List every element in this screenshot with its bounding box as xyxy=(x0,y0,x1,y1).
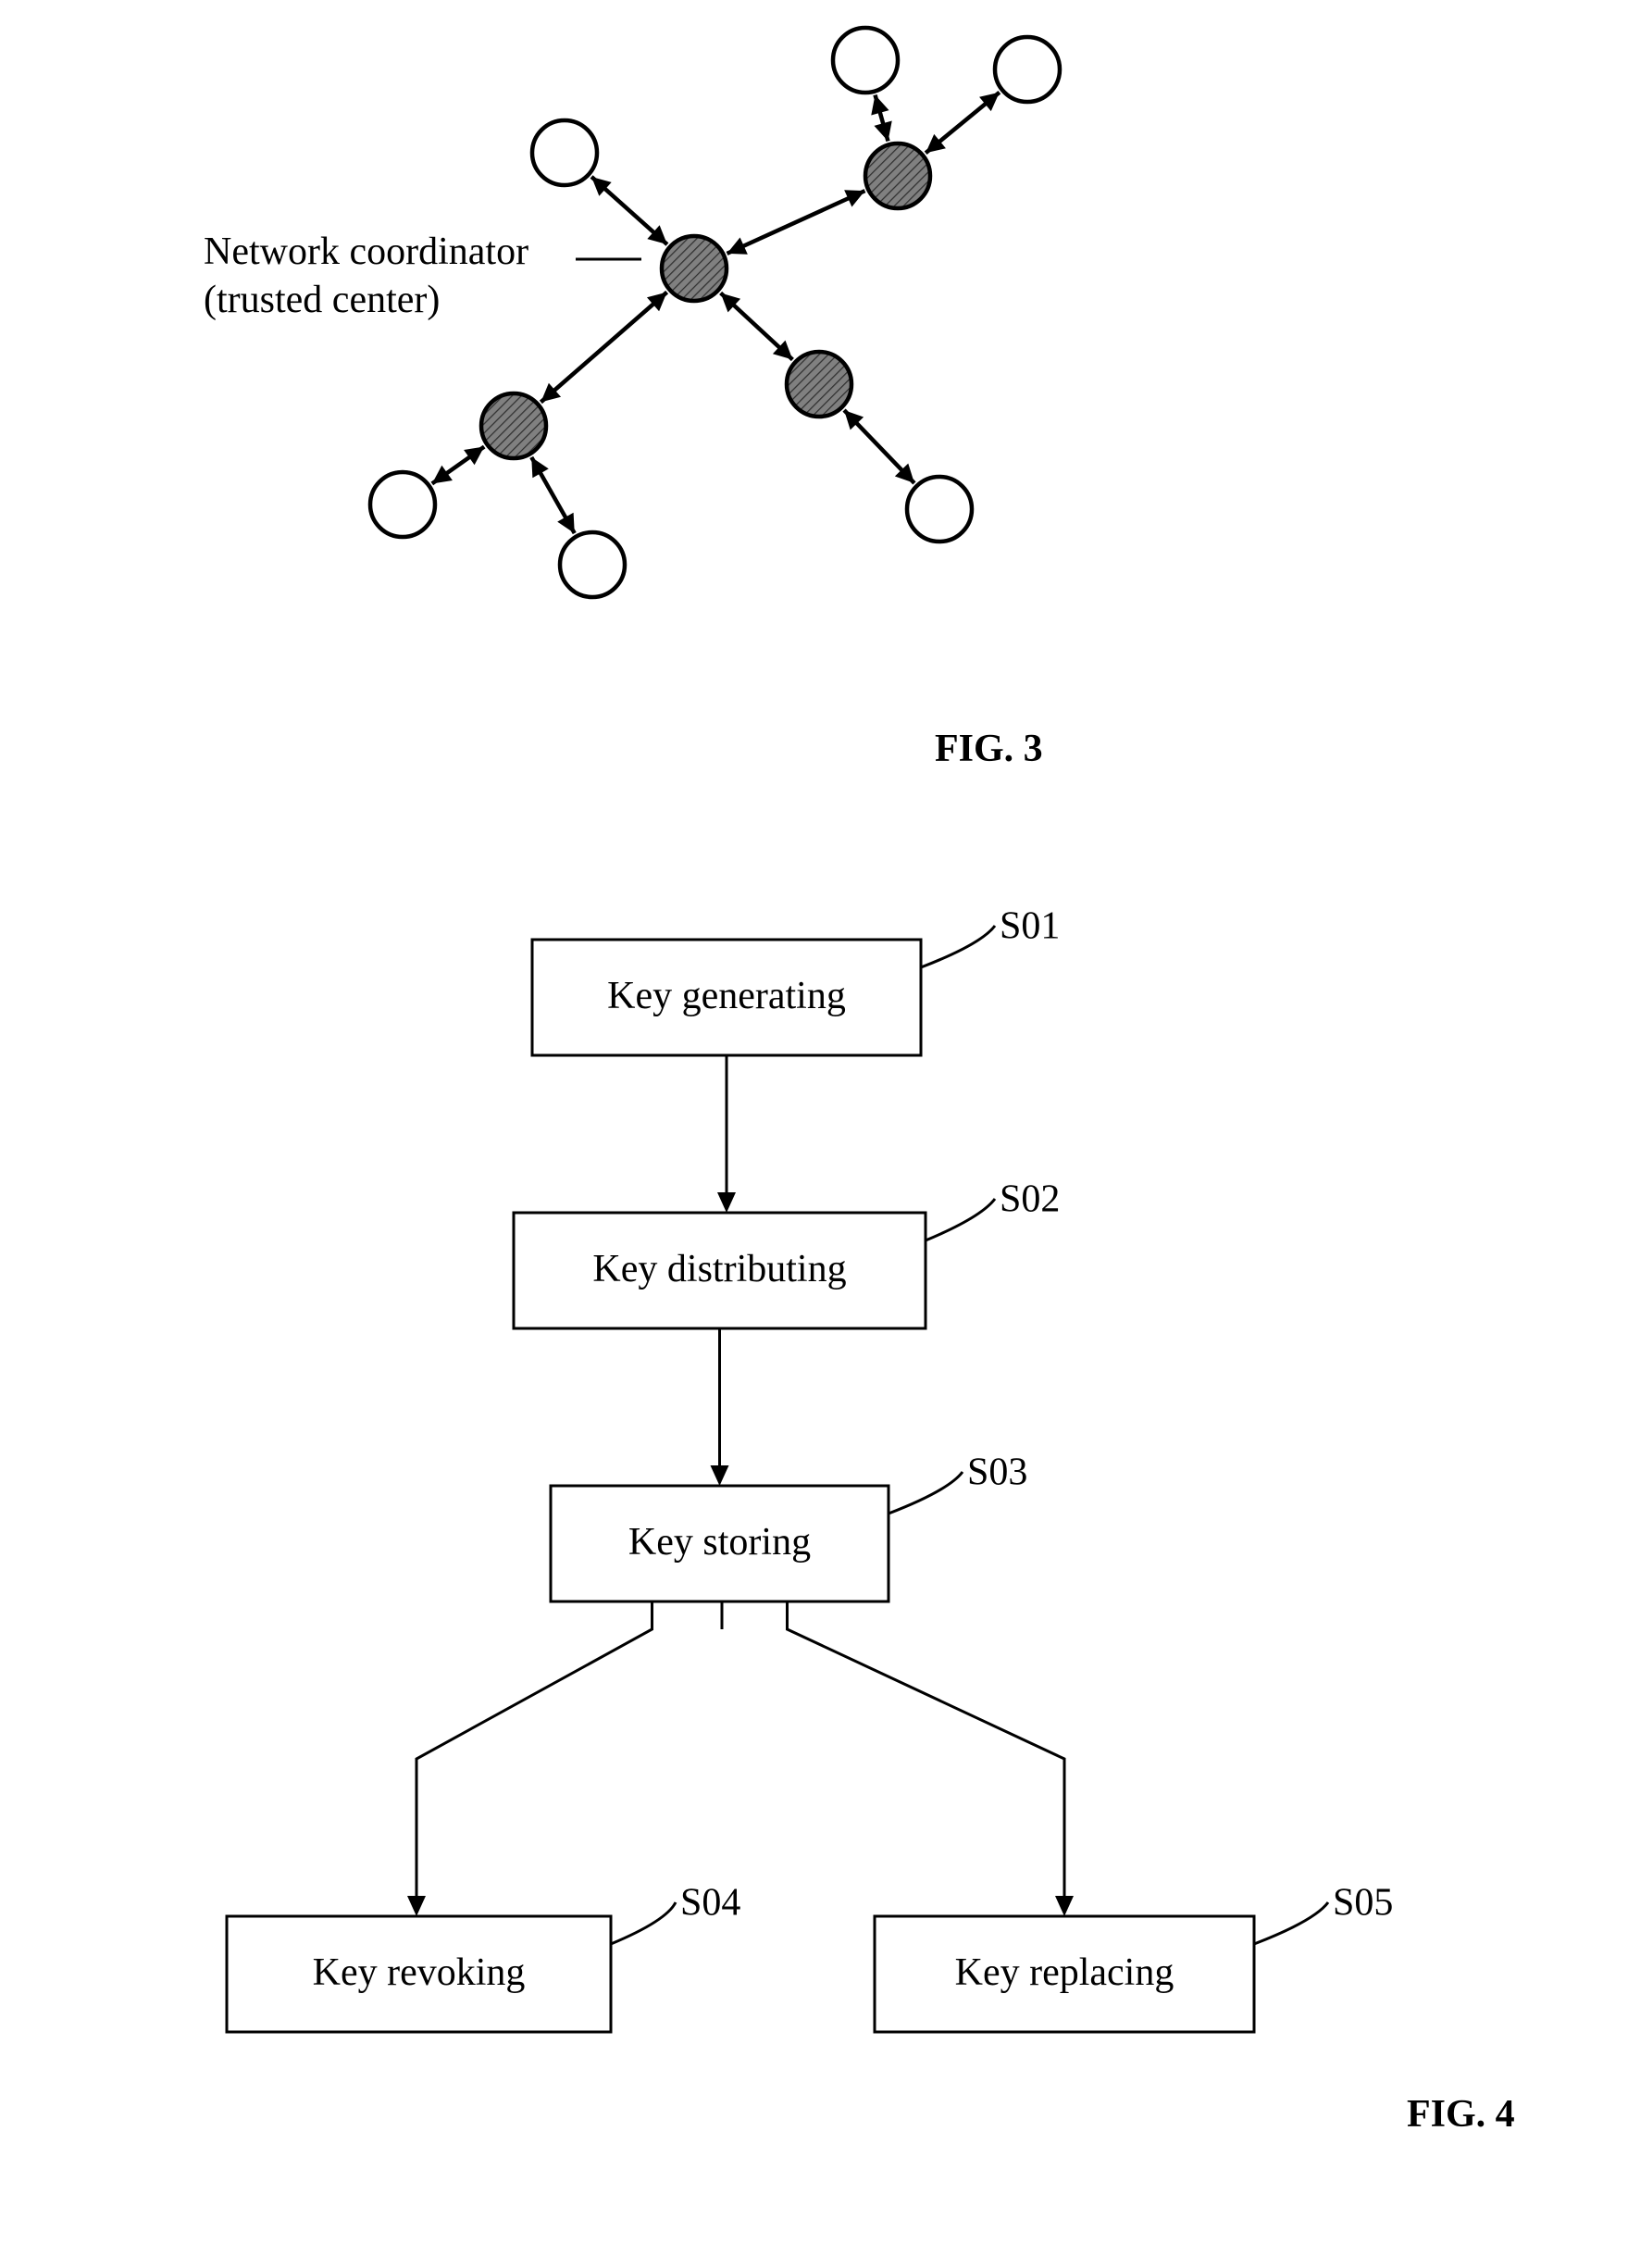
step-label-s04: S04 xyxy=(680,1882,740,1925)
flow-box-text-s02: Key distributing xyxy=(592,1248,846,1290)
step-label-s02: S02 xyxy=(1000,1178,1060,1221)
step-label-s03: S03 xyxy=(967,1452,1027,1494)
network-node-endpoint xyxy=(370,472,435,537)
network-node-router xyxy=(662,236,727,301)
network-node-router xyxy=(481,393,546,458)
network-node-endpoint xyxy=(532,120,597,185)
flow-box-text-s01: Key generating xyxy=(607,975,846,1017)
fig3-caption: FIG. 3 xyxy=(935,727,1043,771)
label-leader xyxy=(921,926,995,967)
label-leader xyxy=(926,1199,995,1240)
network-node-endpoint xyxy=(833,28,898,93)
flow-box-text-s04: Key revoking xyxy=(313,1951,526,1994)
network-node-endpoint xyxy=(560,532,625,597)
page: Network coordinator (trusted center) FIG… xyxy=(0,0,1628,2266)
flow-box-text-s05: Key replacing xyxy=(955,1951,1174,1994)
label-leader xyxy=(889,1472,963,1514)
network-node-router xyxy=(865,143,930,208)
fig4-caption: FIG. 4 xyxy=(1407,2092,1515,2137)
fig4-svg: Key generating S01 Key distributing S02 Key … xyxy=(0,787,1628,2268)
network-node-endpoint xyxy=(995,37,1060,102)
fig3-svg xyxy=(0,0,1628,787)
step-label-s05: S05 xyxy=(1333,1882,1393,1925)
flow-box-text-s03: Key storing xyxy=(628,1521,811,1564)
network-node-endpoint xyxy=(907,477,972,542)
network-node-router xyxy=(787,352,851,417)
step-label-s01: S01 xyxy=(1000,905,1060,948)
label-leader xyxy=(611,1902,676,1944)
label-leader xyxy=(1254,1902,1328,1944)
